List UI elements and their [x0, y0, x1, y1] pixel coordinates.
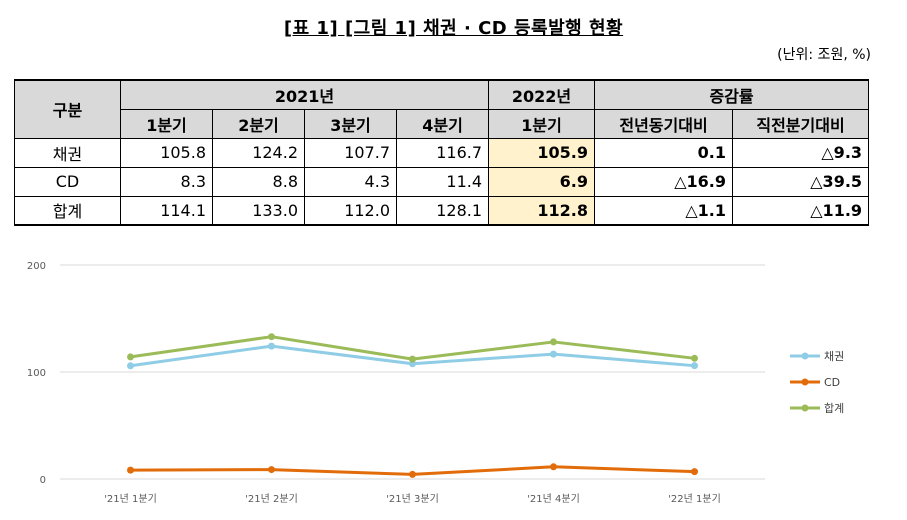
table-cell-yoy: △1.1: [594, 195, 734, 226]
table-cell-qoq: △9.3: [732, 137, 870, 168]
table-cell: 11.4: [395, 166, 490, 197]
x-tick-label: '21년 2분기: [245, 493, 298, 505]
header-row-groups: 구분 2021년 2022년 증감률: [14, 79, 870, 139]
data-point: [127, 362, 134, 370]
table-cell: 4.3: [304, 166, 397, 197]
table-cell: 128.1: [395, 195, 490, 226]
table-cell: 107.7: [304, 137, 397, 168]
y-tick-label: 200: [27, 261, 46, 272]
table-cell: 116.7: [395, 137, 490, 168]
y-tick-label: 0: [40, 475, 46, 486]
row-label: CD: [14, 166, 121, 197]
data-point: [691, 362, 698, 370]
unit-note: (난위: 조원, %): [777, 47, 871, 63]
table-cell-highlight: 112.8: [488, 195, 596, 226]
table-row: CD 8.3 8.8 4.3 11.4 6.9 △16.9 △39.5: [14, 166, 870, 197]
legend-label: 합계: [824, 402, 844, 415]
data-point: [550, 338, 557, 346]
line-chart: 0 100 200 '21년 1분기 '21년 2분기 '21년 3분기 '21년 4분기 '…: [27, 261, 844, 505]
header-row-periods: 1분기 2분기 3분기 4분기 1분기 전년동기대비 직전분기대비: [15, 108, 870, 139]
x-tick-label: '21년 3분기: [386, 493, 439, 505]
table-cell: 8.3: [120, 166, 213, 197]
data-point: [268, 342, 275, 350]
x-tick-label: '21년 1분기: [104, 493, 157, 505]
table-cell-highlight: 6.9: [488, 166, 596, 197]
table-row: 채권 105.8 124.2 107.7 116.7 105.9 0.1 △9.…: [14, 137, 870, 168]
data-point: [409, 470, 416, 478]
header-q2: 2분기: [212, 108, 305, 139]
header-2021: 2021년: [119, 79, 490, 110]
legend-label: CD: [824, 376, 840, 389]
legend-marker: [801, 378, 809, 386]
table-cell: 105.8: [120, 137, 213, 168]
data-point: [691, 468, 698, 476]
table-cell-yoy: 0.1: [594, 137, 734, 168]
data-point: [550, 463, 557, 471]
table-cell: 124.2: [212, 137, 305, 168]
header-corner: 구분: [14, 79, 121, 139]
header-yoy: 전년동기대비: [594, 108, 734, 139]
page-title: [표 1] [그림 1] 채권 · CD 등록발행 현황: [283, 18, 624, 39]
data-point: [127, 353, 134, 361]
stats-table: 구분 2021년 2022년 증감률 1분기 2분기 3분기 4분기 1분기 전…: [14, 79, 870, 226]
table-cell: 8.8: [212, 166, 305, 197]
header-q1: 1분기: [120, 108, 213, 139]
data-point: [409, 355, 416, 363]
table-cell-highlight: 105.9: [488, 137, 596, 168]
row-label: 합계: [14, 195, 121, 226]
table-cell: 114.1: [120, 195, 213, 226]
x-tick-label: '22년 1분기: [668, 493, 721, 505]
y-tick-label: 100: [27, 368, 46, 379]
header-2022-q1: 1분기: [488, 108, 596, 139]
x-tick-label: '21년 4분기: [527, 493, 580, 505]
table-row: 합계 114.1 133.0 112.0 128.1 112.8 △1.1 △1…: [14, 195, 870, 226]
header-2022: 2022년: [488, 79, 596, 110]
legend-marker: [801, 404, 809, 412]
data-point: [268, 333, 275, 341]
data-point: [550, 350, 557, 358]
data-point: [691, 354, 698, 362]
table-cell-qoq: △11.9: [732, 195, 870, 226]
data-point: [127, 466, 134, 474]
header-qoq: 직전분기대비: [732, 108, 870, 139]
table-cell: 133.0: [212, 195, 305, 226]
header-change: 증감률: [594, 79, 870, 110]
table-cell-qoq: △39.5: [732, 166, 870, 197]
legend-marker: [801, 352, 809, 360]
table-cell: 112.0: [304, 195, 397, 226]
table-cell-yoy: △16.9: [594, 166, 734, 197]
header-q3: 3분기: [304, 108, 397, 139]
data-point: [268, 466, 275, 474]
legend-label: 채권: [824, 350, 844, 363]
row-label: 채권: [14, 137, 121, 168]
header-q4: 4분기: [395, 108, 490, 139]
